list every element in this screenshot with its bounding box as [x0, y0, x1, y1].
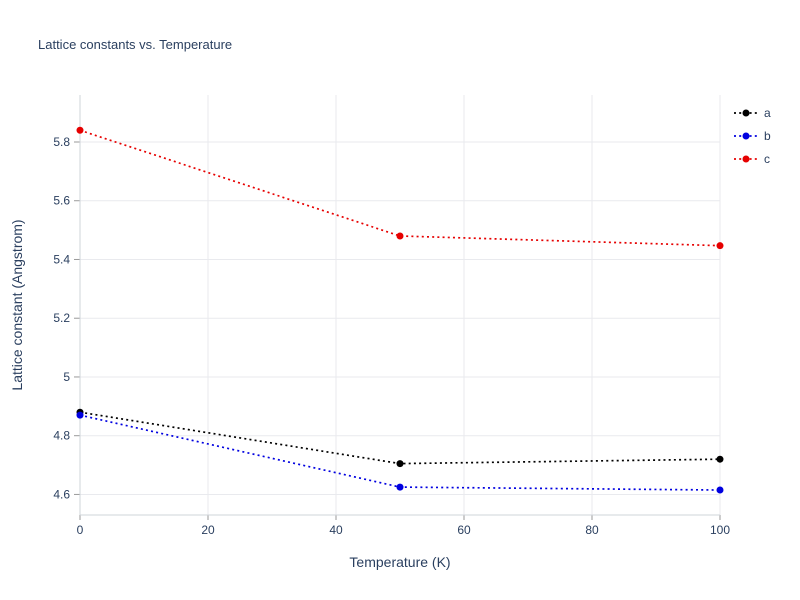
y-tick-label: 5.2: [53, 311, 70, 325]
x-tick-label: 100: [710, 523, 730, 537]
x-tick-label: 40: [329, 523, 343, 537]
series-marker-c: [716, 242, 724, 250]
y-tick-label: 5.8: [53, 135, 70, 149]
x-tick-label: 60: [457, 523, 471, 537]
series-marker-b: [716, 486, 724, 494]
legend-label: b: [764, 129, 771, 143]
legend-item-a[interactable]: a: [734, 106, 771, 120]
x-tick-label: 20: [201, 523, 215, 537]
series-marker-a: [716, 455, 724, 463]
x-tick-label: 0: [77, 523, 84, 537]
legend-marker: [742, 132, 750, 140]
series-marker-b: [396, 483, 404, 491]
grid-layer: 0 20 40 60 80 100 4.6 4.8 5 5.2 5.4 5.6 5.8: [53, 95, 730, 537]
y-axis-title: Lattice constant (Angstrom): [9, 219, 25, 390]
legend-label: c: [764, 152, 770, 166]
series-marker-b: [76, 411, 84, 419]
y-tick-label: 4.8: [53, 429, 70, 443]
legend-marker: [742, 109, 750, 117]
y-tick-label: 5.4: [53, 252, 70, 266]
series-line-a: [79, 411, 721, 465]
y-tick-label: 5: [63, 370, 70, 384]
series-marker-c: [396, 232, 404, 240]
legend-marker: [742, 155, 750, 163]
series-marker-a: [396, 460, 404, 468]
legend-item-b[interactable]: b: [734, 129, 771, 143]
series-line-b: [79, 414, 721, 491]
series-marker-c: [76, 126, 84, 134]
legend: abc: [734, 106, 771, 166]
y-tick-label: 5.6: [53, 194, 70, 208]
legend-item-c[interactable]: c: [734, 152, 770, 166]
x-tick-label: 80: [585, 523, 599, 537]
series-layer: [76, 126, 724, 494]
x-axis-title: Temperature (K): [349, 554, 450, 570]
series-line-c: [79, 129, 721, 247]
chart-title: Lattice constants vs. Temperature: [38, 37, 232, 52]
y-tick-label: 4.6: [53, 487, 70, 501]
legend-label: a: [764, 106, 771, 120]
